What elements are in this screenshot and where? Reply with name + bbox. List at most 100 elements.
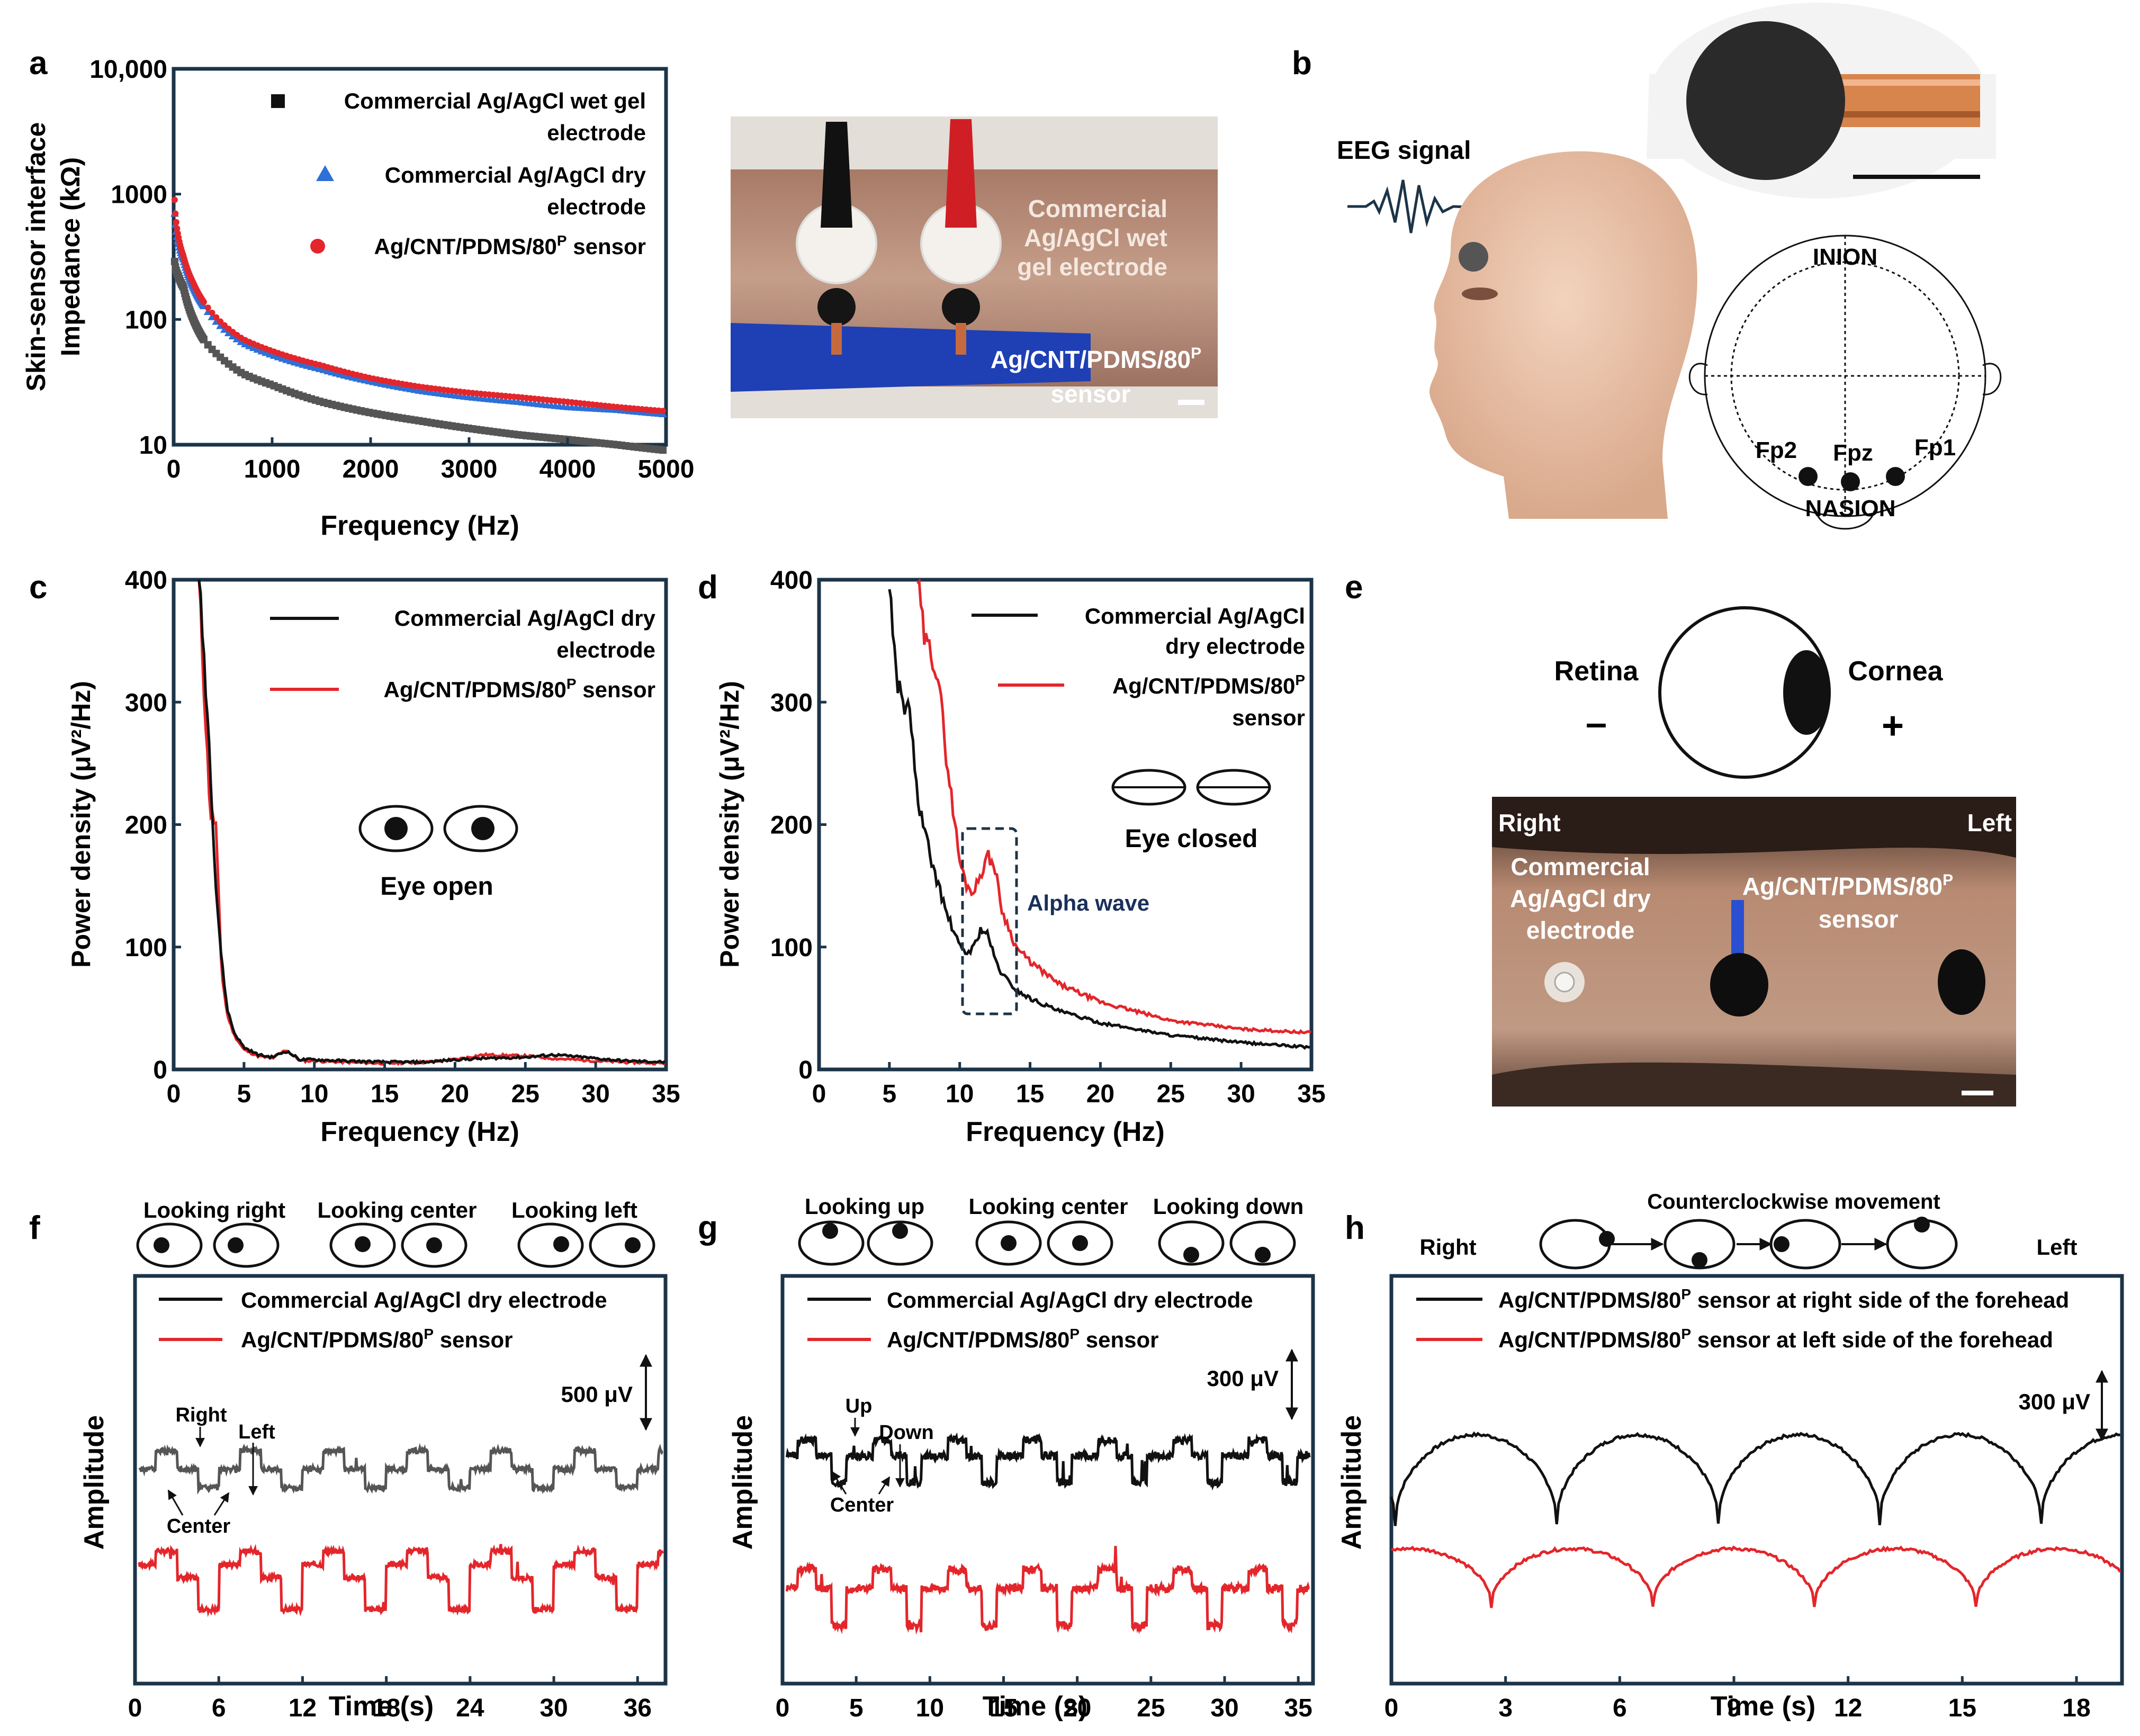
fpz-label: Fpz	[1833, 440, 1873, 466]
photo-e-right: Right	[1498, 809, 1561, 836]
x-tick-label: 6	[1613, 1694, 1627, 1722]
nasion-label: NASION	[1805, 496, 1895, 521]
chart-g: Looking up Looking center Looking down C…	[727, 1194, 1315, 1722]
panel-label-g: g	[698, 1210, 718, 1246]
series-line-1	[785, 1432, 1311, 1491]
data-point	[228, 331, 237, 339]
h-title: Counterclockwise movement	[1647, 1190, 1940, 1213]
pupil-icon	[355, 1236, 371, 1252]
series-line-1	[197, 579, 666, 1066]
chart-a-frame	[172, 67, 668, 447]
chart-h-xlabel: Time (s)	[1711, 1691, 1815, 1722]
chart-h-frame	[1389, 1274, 2124, 1686]
ann-f-right: Right	[175, 1404, 227, 1426]
x-tick-label: 30	[540, 1694, 568, 1722]
x-tick-label: 5	[883, 1080, 897, 1108]
legend-a-1-line2: electrode	[547, 120, 646, 145]
chart-g-xlabel: Time (s)	[983, 1691, 1087, 1722]
legend-c-red: Ag/CNT/PDMS/80P sensor	[384, 676, 655, 702]
data-point	[173, 219, 179, 226]
h-left-label: Left	[2037, 1235, 2078, 1260]
x-tick-label: 10	[300, 1080, 328, 1108]
plus-sign: +	[1882, 705, 1904, 747]
chart-d-xlabel: Frequency (Hz)	[966, 1117, 1165, 1147]
x-tick-label: 3	[1498, 1694, 1513, 1722]
x-tick-label: 15	[1016, 1080, 1044, 1108]
data-point	[172, 210, 179, 217]
x-tick-label: 30	[1210, 1694, 1238, 1722]
y-tick-label: 300	[770, 689, 813, 717]
x-tick-label: 36	[624, 1694, 652, 1722]
panel-label-b: b	[1292, 45, 1312, 82]
pupil-icon	[154, 1237, 169, 1253]
legend-a-1-line1: Commercial Ag/AgCl wet gel	[344, 88, 646, 113]
legend-h-black: Ag/CNT/PDMS/80P sensor at right side of …	[1498, 1286, 2069, 1312]
ann-g-center: Center	[830, 1494, 894, 1516]
series-line-2	[138, 1544, 664, 1617]
data-point	[660, 408, 667, 415]
looking-right-label: Looking right	[143, 1198, 285, 1222]
chart-d: 0 100 200 300 400 0 5 10 15 20 25 30 35 Power densi…	[715, 566, 1326, 1147]
scale-f: 500 μV	[561, 1382, 633, 1407]
x-tick-label: 18	[372, 1694, 400, 1722]
legend-marker-square	[271, 94, 285, 108]
alpha-wave-label: Alpha wave	[1027, 891, 1149, 915]
chart-f-xlabel: Time (s)	[329, 1691, 434, 1722]
photo-e-commercial-2: Ag/AgCl dry	[1510, 885, 1651, 912]
x-tick-label: 35	[1284, 1694, 1312, 1722]
photo-e-left: Left	[1967, 809, 2012, 836]
legend-d-black-2: dry electrode	[1165, 634, 1305, 659]
legend-g-red: Ag/CNT/PDMS/80P sensor	[887, 1326, 1158, 1352]
chart-a-ylabel-2: Impedance (kΩ)	[56, 157, 85, 356]
series-line-1	[138, 1443, 663, 1495]
pupil-icon	[1692, 1252, 1707, 1268]
pupil-icon	[1001, 1235, 1017, 1251]
legend-marker-circle	[310, 239, 325, 254]
eye-icon	[1158, 1220, 1225, 1266]
data-point	[217, 318, 224, 325]
chart-f-ylabel: Amplitude	[79, 1415, 110, 1550]
x-tick-label: 20	[1063, 1694, 1091, 1722]
looking-center-label: Looking center	[968, 1194, 1128, 1219]
x-tick-label: 35	[652, 1080, 680, 1108]
chart-h-eye-icons	[1539, 1217, 1958, 1270]
y-tick-label: 400	[770, 566, 813, 595]
x-tick-label: 15	[371, 1080, 399, 1108]
series-line-1	[888, 589, 1310, 1050]
pupil-icon	[1072, 1235, 1088, 1251]
photo-a-label-1: Commercial	[1028, 195, 1167, 222]
series-a-1	[170, 257, 667, 454]
scale-g: 300 μV	[1207, 1366, 1279, 1391]
legend-a-2-line2: electrode	[547, 194, 646, 219]
panel-label-d: d	[698, 569, 718, 606]
x-tick-label: 25	[1157, 1080, 1185, 1108]
fp2-dot	[1799, 467, 1818, 486]
legend-a-3: Ag/CNT/PDMS/80P sensor	[374, 232, 646, 259]
chart-a-yticks: 10 100 1000 10,000	[89, 56, 181, 460]
looking-left-label: Looking left	[511, 1198, 637, 1222]
y-tick-label: 1000	[111, 181, 167, 209]
looking-up-label: Looking up	[805, 1194, 924, 1219]
x-tick-label: 15	[1948, 1694, 1976, 1722]
pupil-icon	[1914, 1217, 1930, 1233]
photo-a-label-2: Ag/AgCl wet	[1024, 224, 1167, 251]
photo-arm: Commercial Ag/AgCl wet gel electrode Ag/…	[731, 116, 1218, 418]
x-tick-label: 0	[167, 1080, 181, 1108]
chart-h: Counterclockwise movement Right Left Ag/…	[1336, 1190, 2124, 1722]
electrode-dot	[1459, 242, 1488, 272]
x-tick-label: 2000	[343, 455, 399, 483]
x-tick-label: 4000	[540, 455, 596, 483]
photo-a-label-5: sensor	[1051, 380, 1131, 408]
pupil-icon	[1599, 1231, 1615, 1247]
looking-center-label: Looking center	[317, 1198, 476, 1222]
eye-icon	[1229, 1220, 1296, 1266]
alpha-box	[961, 827, 1018, 1015]
pupil-icon	[892, 1223, 908, 1239]
data-point	[232, 335, 241, 343]
chart-d-ylabel: Power density (μV²/Hz)	[715, 681, 744, 968]
y-tick-label: 200	[125, 812, 167, 840]
photo-e-sensor-1: Ag/CNT/PDMS/80P	[1742, 871, 1953, 900]
data-point	[237, 337, 246, 345]
x-tick-label: 0	[167, 455, 181, 483]
